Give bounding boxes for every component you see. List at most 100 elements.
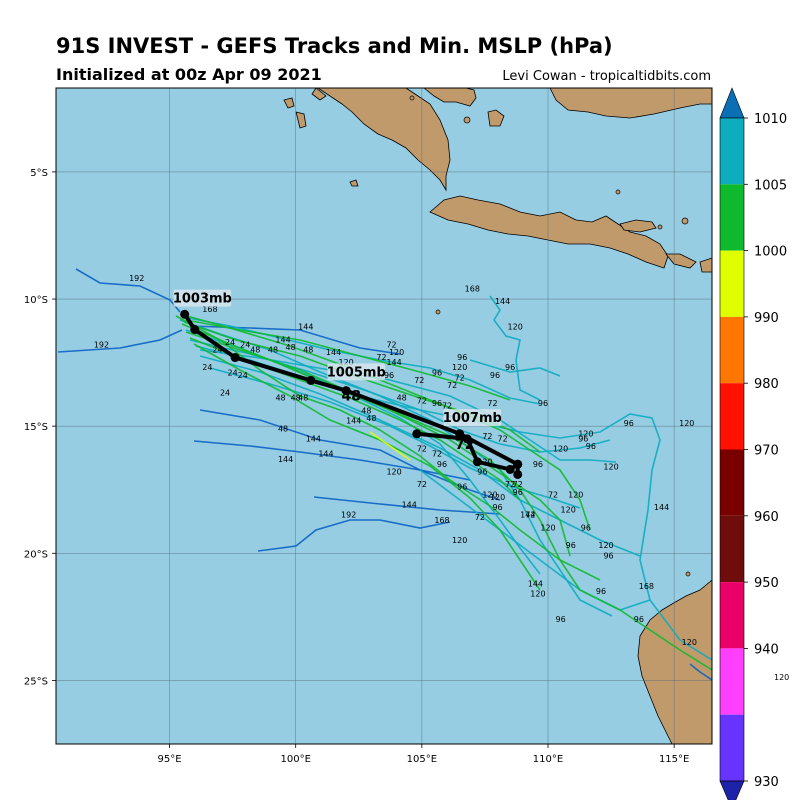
member-hour-label: 192 xyxy=(94,340,109,349)
member-hour-label: 96 xyxy=(432,368,442,377)
member-hour-label: 48 xyxy=(397,394,407,403)
member-hour-label: 96 xyxy=(578,434,588,443)
member-track xyxy=(193,440,471,481)
member-hour-label: 168 xyxy=(465,284,480,293)
member-track xyxy=(185,319,511,401)
member-hour-label: 168 xyxy=(639,582,654,591)
colorbar-segment xyxy=(720,383,744,450)
member-hour-label: 24 xyxy=(220,389,230,398)
member-hour-label: 120 xyxy=(452,363,467,372)
member-hour-label: 120 xyxy=(452,536,467,545)
member-hour-label: 120 xyxy=(568,490,583,499)
member-hour-label: 72 xyxy=(417,396,427,405)
member-hour-label: 24 xyxy=(225,338,235,347)
member-hour-label: 144 xyxy=(654,503,669,512)
mean-hour-labels: 48 72 xyxy=(341,389,474,453)
land-7 xyxy=(699,257,712,273)
colorbar-tick-label: 990 xyxy=(754,311,779,326)
member-hour-label: 120 xyxy=(553,445,568,454)
member-hour-label: 144 xyxy=(528,579,543,588)
mean-track-point xyxy=(190,325,200,335)
land-11 xyxy=(487,109,505,127)
lat-tick-label: 20°S xyxy=(24,549,48,560)
mean-track-point xyxy=(513,469,523,479)
member-hour-label: 24 xyxy=(238,371,248,380)
land-10 xyxy=(349,179,359,187)
pressure-label-box xyxy=(327,363,386,381)
member-hour-label: 96 xyxy=(437,460,447,469)
ensemble-member-tracks xyxy=(57,268,712,681)
member-hour-label: 48 xyxy=(366,414,376,423)
member-hour-label: 96 xyxy=(457,353,467,362)
member-hour-label: 96 xyxy=(603,551,613,560)
mean-hour-label: 72 xyxy=(455,437,474,453)
colorbar-segment xyxy=(720,316,744,384)
member-track xyxy=(183,321,541,453)
member-hour-label: 96 xyxy=(634,615,644,624)
member-hour-label: 96 xyxy=(581,523,591,532)
pressure-label: 1003mb xyxy=(173,292,232,307)
member-hour-label: 144 xyxy=(306,434,321,443)
member-hour-label: 72 xyxy=(548,490,558,499)
member-hour-label: 144 xyxy=(520,511,535,520)
land-12 xyxy=(637,579,712,744)
member-track xyxy=(199,409,501,501)
chart-subtitle: Initialized at 00z Apr 09 2021 xyxy=(56,65,322,84)
member-track xyxy=(369,431,411,461)
member-hour-label: 144 xyxy=(275,335,290,344)
member-hour-label: 168 xyxy=(202,305,217,314)
colorbar-tick-label: 1000 xyxy=(754,245,787,260)
member-hour-label: 24 xyxy=(202,363,212,372)
member-hour-label: 144 xyxy=(402,501,417,510)
colorbar-tick-label: 980 xyxy=(754,377,779,392)
lat-tick-label: 15°S xyxy=(24,422,48,433)
member-hour-label: 96 xyxy=(538,399,548,408)
member-hour-label: 120 xyxy=(679,419,694,428)
member-hour-label: 72 xyxy=(447,381,457,390)
member-hour-label: 120 xyxy=(578,429,593,438)
member-hour-label: 48 xyxy=(303,345,313,354)
member-hour-label: 120 xyxy=(482,490,497,499)
member-track xyxy=(185,331,571,557)
pressure-label-box xyxy=(173,289,232,307)
lon-tick-label: 105°E xyxy=(407,754,437,765)
axis-tick-labels: 95°E 100°E 105°E 110°E 115°E 5°S 10°S 15°S 20°S 2… xyxy=(24,168,689,765)
mean-track-point xyxy=(412,429,422,439)
member-hour-label: 72 xyxy=(475,513,485,522)
mean-track-point xyxy=(472,457,482,467)
land-1 xyxy=(311,88,327,101)
member-hour-label: 192 xyxy=(129,274,144,283)
member-hour-label: 96 xyxy=(556,615,566,624)
pressure-label: 1007mb xyxy=(443,411,502,426)
member-hour-label: 72 xyxy=(497,434,507,443)
member-hour-label: 96 xyxy=(432,399,442,408)
islet-1 xyxy=(409,95,415,101)
mean-track-a xyxy=(183,313,520,475)
member-hour-label: 48 xyxy=(268,345,278,354)
member-hour-label: 168 xyxy=(434,516,449,525)
member-hour-label: 48 xyxy=(361,406,371,415)
islet-6 xyxy=(685,571,691,577)
member-hour-label: 24 xyxy=(240,340,250,349)
colorbar-tick-label: 960 xyxy=(754,510,779,525)
member-hour-label: 144 xyxy=(318,450,333,459)
member-track xyxy=(489,295,541,401)
colorbar-segment xyxy=(720,714,744,781)
member-hour-label: 120 xyxy=(530,590,545,599)
member-track xyxy=(57,329,183,353)
member-hour-label: 72 xyxy=(455,373,465,382)
lon-tick-label: 115°E xyxy=(659,754,689,765)
member-hour-label: 72 xyxy=(482,432,492,441)
member-hour-label: 72 xyxy=(417,445,427,454)
mean-track-point xyxy=(341,386,351,396)
land-2 xyxy=(423,88,477,107)
member-hour-label: 120 xyxy=(386,467,401,476)
credit-text: Levi Cowan - tropicaltidbits.com xyxy=(502,69,711,84)
islet-2 xyxy=(615,189,621,195)
member-hour-label: 120 xyxy=(603,462,618,471)
colorbar-segment xyxy=(720,449,744,516)
mean-track-point xyxy=(505,464,515,474)
member-hour-label: 96 xyxy=(624,419,634,428)
member-hour-label: 48 xyxy=(286,343,296,352)
